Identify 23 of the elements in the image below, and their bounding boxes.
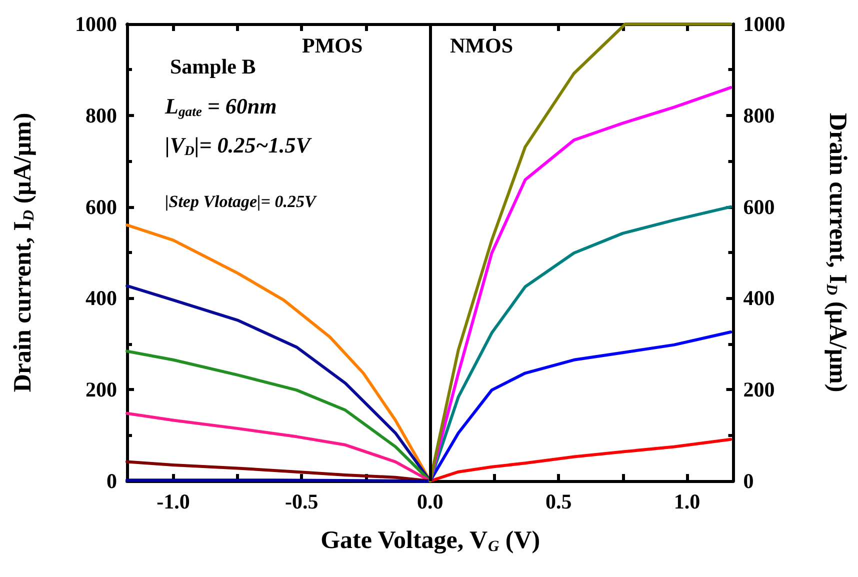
y-tick-label: 200 <box>86 378 117 402</box>
y2-tick-label: 200 <box>743 378 775 402</box>
y2-tick-label: 1000 <box>743 12 786 36</box>
y2-tick-label: 0 <box>743 469 754 493</box>
y2-tick-label: 600 <box>743 194 775 219</box>
y-tick-label: 0 <box>106 469 117 493</box>
y2-tick-label: 800 <box>743 103 775 128</box>
annotation: PMOS <box>302 34 363 58</box>
y-tick-label: 800 <box>86 103 117 128</box>
x-tick-label: 0.5 <box>545 490 572 514</box>
y2-axis-title: Drain current, ID (μA/μm) <box>822 112 851 392</box>
y2-tick-label: 400 <box>743 286 775 310</box>
annotation: NMOS <box>450 34 513 58</box>
x-tick-label: -0.5 <box>285 490 318 514</box>
x-tick-label: -1.0 <box>156 490 190 514</box>
y-tick-label: 600 <box>86 194 117 219</box>
y-tick-label: 1000 <box>75 12 117 36</box>
x-tick-label: 0.0 <box>417 490 444 514</box>
annotation: Sample B <box>170 54 256 78</box>
annotation: |Step Vlotage|= 0.25V <box>165 192 318 211</box>
x-tick-label: 1.0 <box>674 490 700 514</box>
y-tick-label: 400 <box>86 286 117 310</box>
y-axis-title: Drain current, ID (μA/μm) <box>9 112 38 392</box>
